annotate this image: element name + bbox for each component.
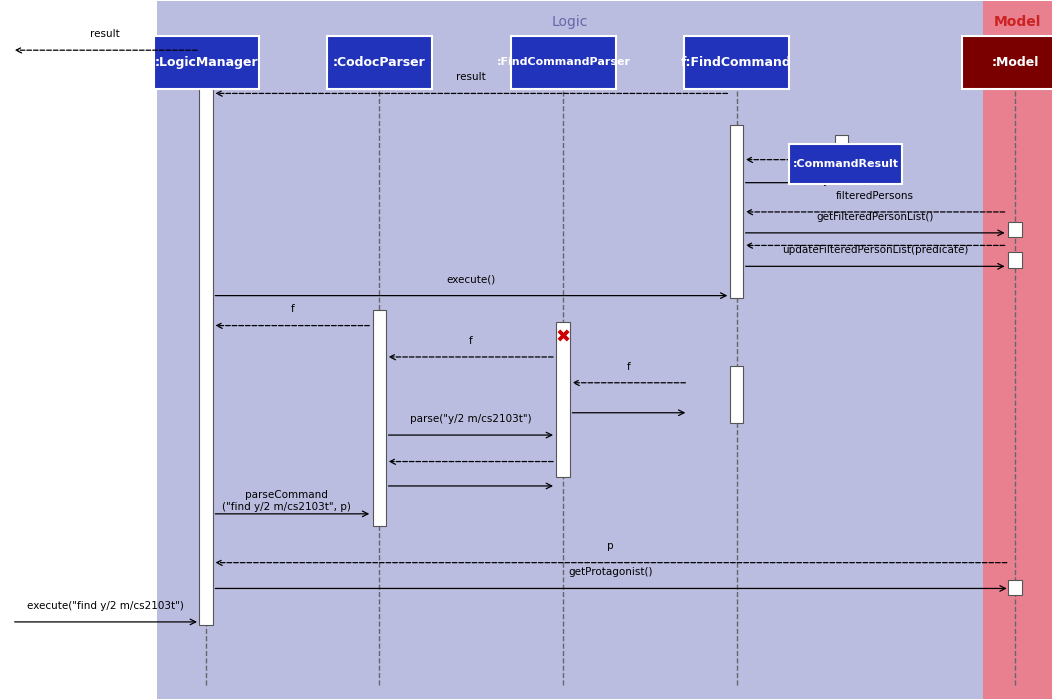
Text: :LogicManager: :LogicManager [155, 56, 258, 69]
Text: f: f [627, 362, 631, 372]
Bar [373, 309, 386, 526]
Bar [511, 36, 616, 88]
Text: execute("find y/2 m/cs2103t"): execute("find y/2 m/cs2103t") [27, 601, 184, 611]
Text: updateFilteredPersonList(predicate): updateFilteredPersonList(predicate) [782, 245, 969, 255]
Bar [556, 322, 570, 477]
Bar [199, 57, 213, 625]
Bar [730, 125, 743, 298]
Text: getFilteredPersonList(): getFilteredPersonList() [816, 211, 934, 222]
Text: f: f [469, 336, 473, 346]
Text: p: p [608, 542, 614, 552]
Bar [684, 36, 789, 88]
Text: Logic: Logic [552, 15, 589, 29]
Text: parseCommand
("find y/2 m/cs2103t", p): parseCommand ("find y/2 m/cs2103t", p) [221, 490, 351, 512]
Bar [157, 1, 984, 699]
Text: :CommandResult: :CommandResult [793, 159, 899, 169]
Bar [1008, 580, 1021, 596]
Text: f: f [291, 304, 294, 314]
Text: execute(): execute() [446, 274, 496, 284]
Text: :Model: :Model [991, 56, 1038, 69]
Bar [730, 366, 743, 424]
Bar [1008, 253, 1021, 267]
Bar [789, 144, 902, 184]
Text: getProtagonist(): getProtagonist() [569, 567, 653, 577]
Bar [1008, 222, 1021, 237]
Bar [154, 36, 259, 88]
Text: Model: Model [994, 15, 1041, 29]
Text: filteredPersons: filteredPersons [836, 191, 914, 201]
Bar [835, 135, 849, 183]
Text: f:FindCommand: f:FindCommand [681, 56, 792, 69]
Bar [984, 1, 1052, 699]
Text: ✖: ✖ [556, 328, 571, 346]
Bar [327, 36, 432, 88]
Text: :FindCommandParser: :FindCommandParser [496, 57, 631, 67]
Bar [962, 36, 1053, 88]
Text: :CodocParser: :CodocParser [333, 56, 425, 69]
Text: result: result [91, 29, 120, 39]
Text: result: result [456, 72, 485, 83]
Text: parse("y/2 m/cs2103t"): parse("y/2 m/cs2103t") [410, 414, 532, 424]
